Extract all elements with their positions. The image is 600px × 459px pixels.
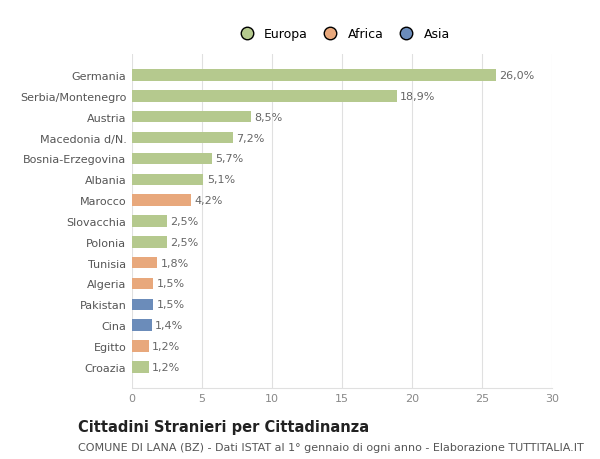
Text: 1,2%: 1,2%: [152, 341, 181, 351]
Text: Cittadini Stranieri per Cittadinanza: Cittadini Stranieri per Cittadinanza: [78, 419, 369, 434]
Text: 4,2%: 4,2%: [194, 196, 223, 206]
Text: 26,0%: 26,0%: [499, 71, 535, 81]
Text: 1,5%: 1,5%: [157, 300, 185, 310]
Text: 2,5%: 2,5%: [170, 217, 199, 226]
Bar: [132, 299, 153, 310]
Bar: [132, 216, 167, 227]
Bar: [132, 341, 149, 352]
Bar: [132, 133, 233, 144]
Text: 18,9%: 18,9%: [400, 92, 436, 102]
Bar: [132, 91, 397, 102]
Text: 5,1%: 5,1%: [207, 175, 235, 185]
Text: COMUNE DI LANA (BZ) - Dati ISTAT al 1° gennaio di ogni anno - Elaborazione TUTTI: COMUNE DI LANA (BZ) - Dati ISTAT al 1° g…: [78, 442, 584, 452]
Bar: [132, 112, 251, 123]
Text: 1,4%: 1,4%: [155, 320, 184, 330]
Text: 1,5%: 1,5%: [157, 279, 185, 289]
Text: 1,8%: 1,8%: [161, 258, 189, 268]
Bar: [132, 174, 203, 185]
Bar: [132, 236, 167, 248]
Text: 2,5%: 2,5%: [170, 237, 199, 247]
Bar: [132, 320, 152, 331]
Bar: [132, 153, 212, 165]
Legend: Europa, Africa, Asia: Europa, Africa, Asia: [229, 23, 455, 46]
Text: 8,5%: 8,5%: [254, 112, 283, 123]
Text: 1,2%: 1,2%: [152, 362, 181, 372]
Text: 7,2%: 7,2%: [236, 133, 265, 143]
Bar: [132, 361, 149, 373]
Bar: [132, 195, 191, 207]
Bar: [132, 257, 157, 269]
Bar: [132, 70, 496, 82]
Bar: [132, 278, 153, 290]
Text: 5,7%: 5,7%: [215, 154, 244, 164]
